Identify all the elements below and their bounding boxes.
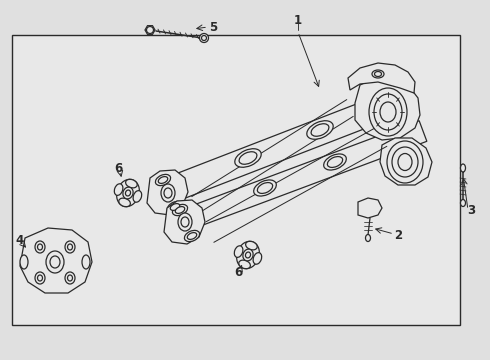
Ellipse shape bbox=[254, 180, 276, 196]
Ellipse shape bbox=[387, 141, 423, 183]
Ellipse shape bbox=[461, 164, 465, 172]
Polygon shape bbox=[164, 200, 205, 244]
Polygon shape bbox=[20, 228, 92, 293]
Ellipse shape bbox=[187, 233, 196, 239]
Ellipse shape bbox=[65, 272, 75, 284]
Ellipse shape bbox=[178, 213, 192, 231]
Text: 5: 5 bbox=[209, 21, 217, 33]
Ellipse shape bbox=[65, 241, 75, 253]
Text: 4: 4 bbox=[16, 234, 24, 247]
Ellipse shape bbox=[114, 184, 123, 195]
Ellipse shape bbox=[125, 179, 137, 188]
Ellipse shape bbox=[155, 174, 171, 186]
Ellipse shape bbox=[172, 204, 188, 216]
Ellipse shape bbox=[119, 198, 130, 207]
Ellipse shape bbox=[68, 244, 73, 250]
Text: 3: 3 bbox=[467, 203, 475, 216]
Text: 6: 6 bbox=[234, 266, 242, 279]
Ellipse shape bbox=[46, 251, 64, 273]
Ellipse shape bbox=[324, 154, 346, 170]
Polygon shape bbox=[145, 26, 155, 34]
Ellipse shape bbox=[245, 241, 257, 250]
Ellipse shape bbox=[68, 275, 73, 281]
Ellipse shape bbox=[235, 149, 261, 167]
Ellipse shape bbox=[239, 260, 250, 269]
Ellipse shape bbox=[170, 204, 180, 210]
Ellipse shape bbox=[369, 88, 407, 136]
Polygon shape bbox=[160, 91, 400, 204]
Ellipse shape bbox=[175, 207, 185, 213]
Ellipse shape bbox=[133, 190, 142, 202]
Ellipse shape bbox=[184, 230, 199, 242]
Ellipse shape bbox=[374, 72, 382, 77]
Ellipse shape bbox=[234, 246, 243, 257]
Polygon shape bbox=[355, 78, 420, 140]
Ellipse shape bbox=[38, 244, 43, 250]
Ellipse shape bbox=[117, 179, 139, 207]
Polygon shape bbox=[358, 198, 382, 218]
Ellipse shape bbox=[380, 102, 396, 122]
Polygon shape bbox=[348, 63, 415, 93]
Ellipse shape bbox=[181, 217, 189, 227]
Ellipse shape bbox=[245, 252, 250, 258]
Ellipse shape bbox=[164, 188, 172, 198]
Ellipse shape bbox=[147, 27, 153, 33]
Ellipse shape bbox=[307, 121, 333, 139]
Ellipse shape bbox=[199, 33, 209, 42]
Bar bbox=[12, 35, 460, 325]
Ellipse shape bbox=[20, 255, 28, 269]
Ellipse shape bbox=[125, 190, 130, 196]
Polygon shape bbox=[147, 170, 188, 215]
Ellipse shape bbox=[161, 184, 175, 202]
Ellipse shape bbox=[201, 36, 206, 41]
Ellipse shape bbox=[398, 153, 412, 171]
Ellipse shape bbox=[366, 234, 370, 242]
Ellipse shape bbox=[253, 253, 262, 264]
Ellipse shape bbox=[461, 199, 465, 207]
Ellipse shape bbox=[50, 256, 60, 268]
Ellipse shape bbox=[35, 241, 45, 253]
Ellipse shape bbox=[82, 255, 90, 269]
Ellipse shape bbox=[123, 187, 133, 199]
Ellipse shape bbox=[243, 249, 253, 261]
Ellipse shape bbox=[35, 272, 45, 284]
Text: 2: 2 bbox=[394, 229, 402, 242]
Polygon shape bbox=[380, 138, 432, 185]
Ellipse shape bbox=[168, 201, 183, 213]
Text: 1: 1 bbox=[294, 14, 302, 27]
Ellipse shape bbox=[372, 70, 384, 78]
Polygon shape bbox=[181, 121, 427, 230]
Ellipse shape bbox=[237, 241, 259, 269]
Ellipse shape bbox=[392, 147, 418, 177]
Ellipse shape bbox=[158, 177, 168, 183]
Ellipse shape bbox=[374, 94, 402, 130]
Text: 6: 6 bbox=[114, 162, 122, 175]
Ellipse shape bbox=[38, 275, 43, 281]
